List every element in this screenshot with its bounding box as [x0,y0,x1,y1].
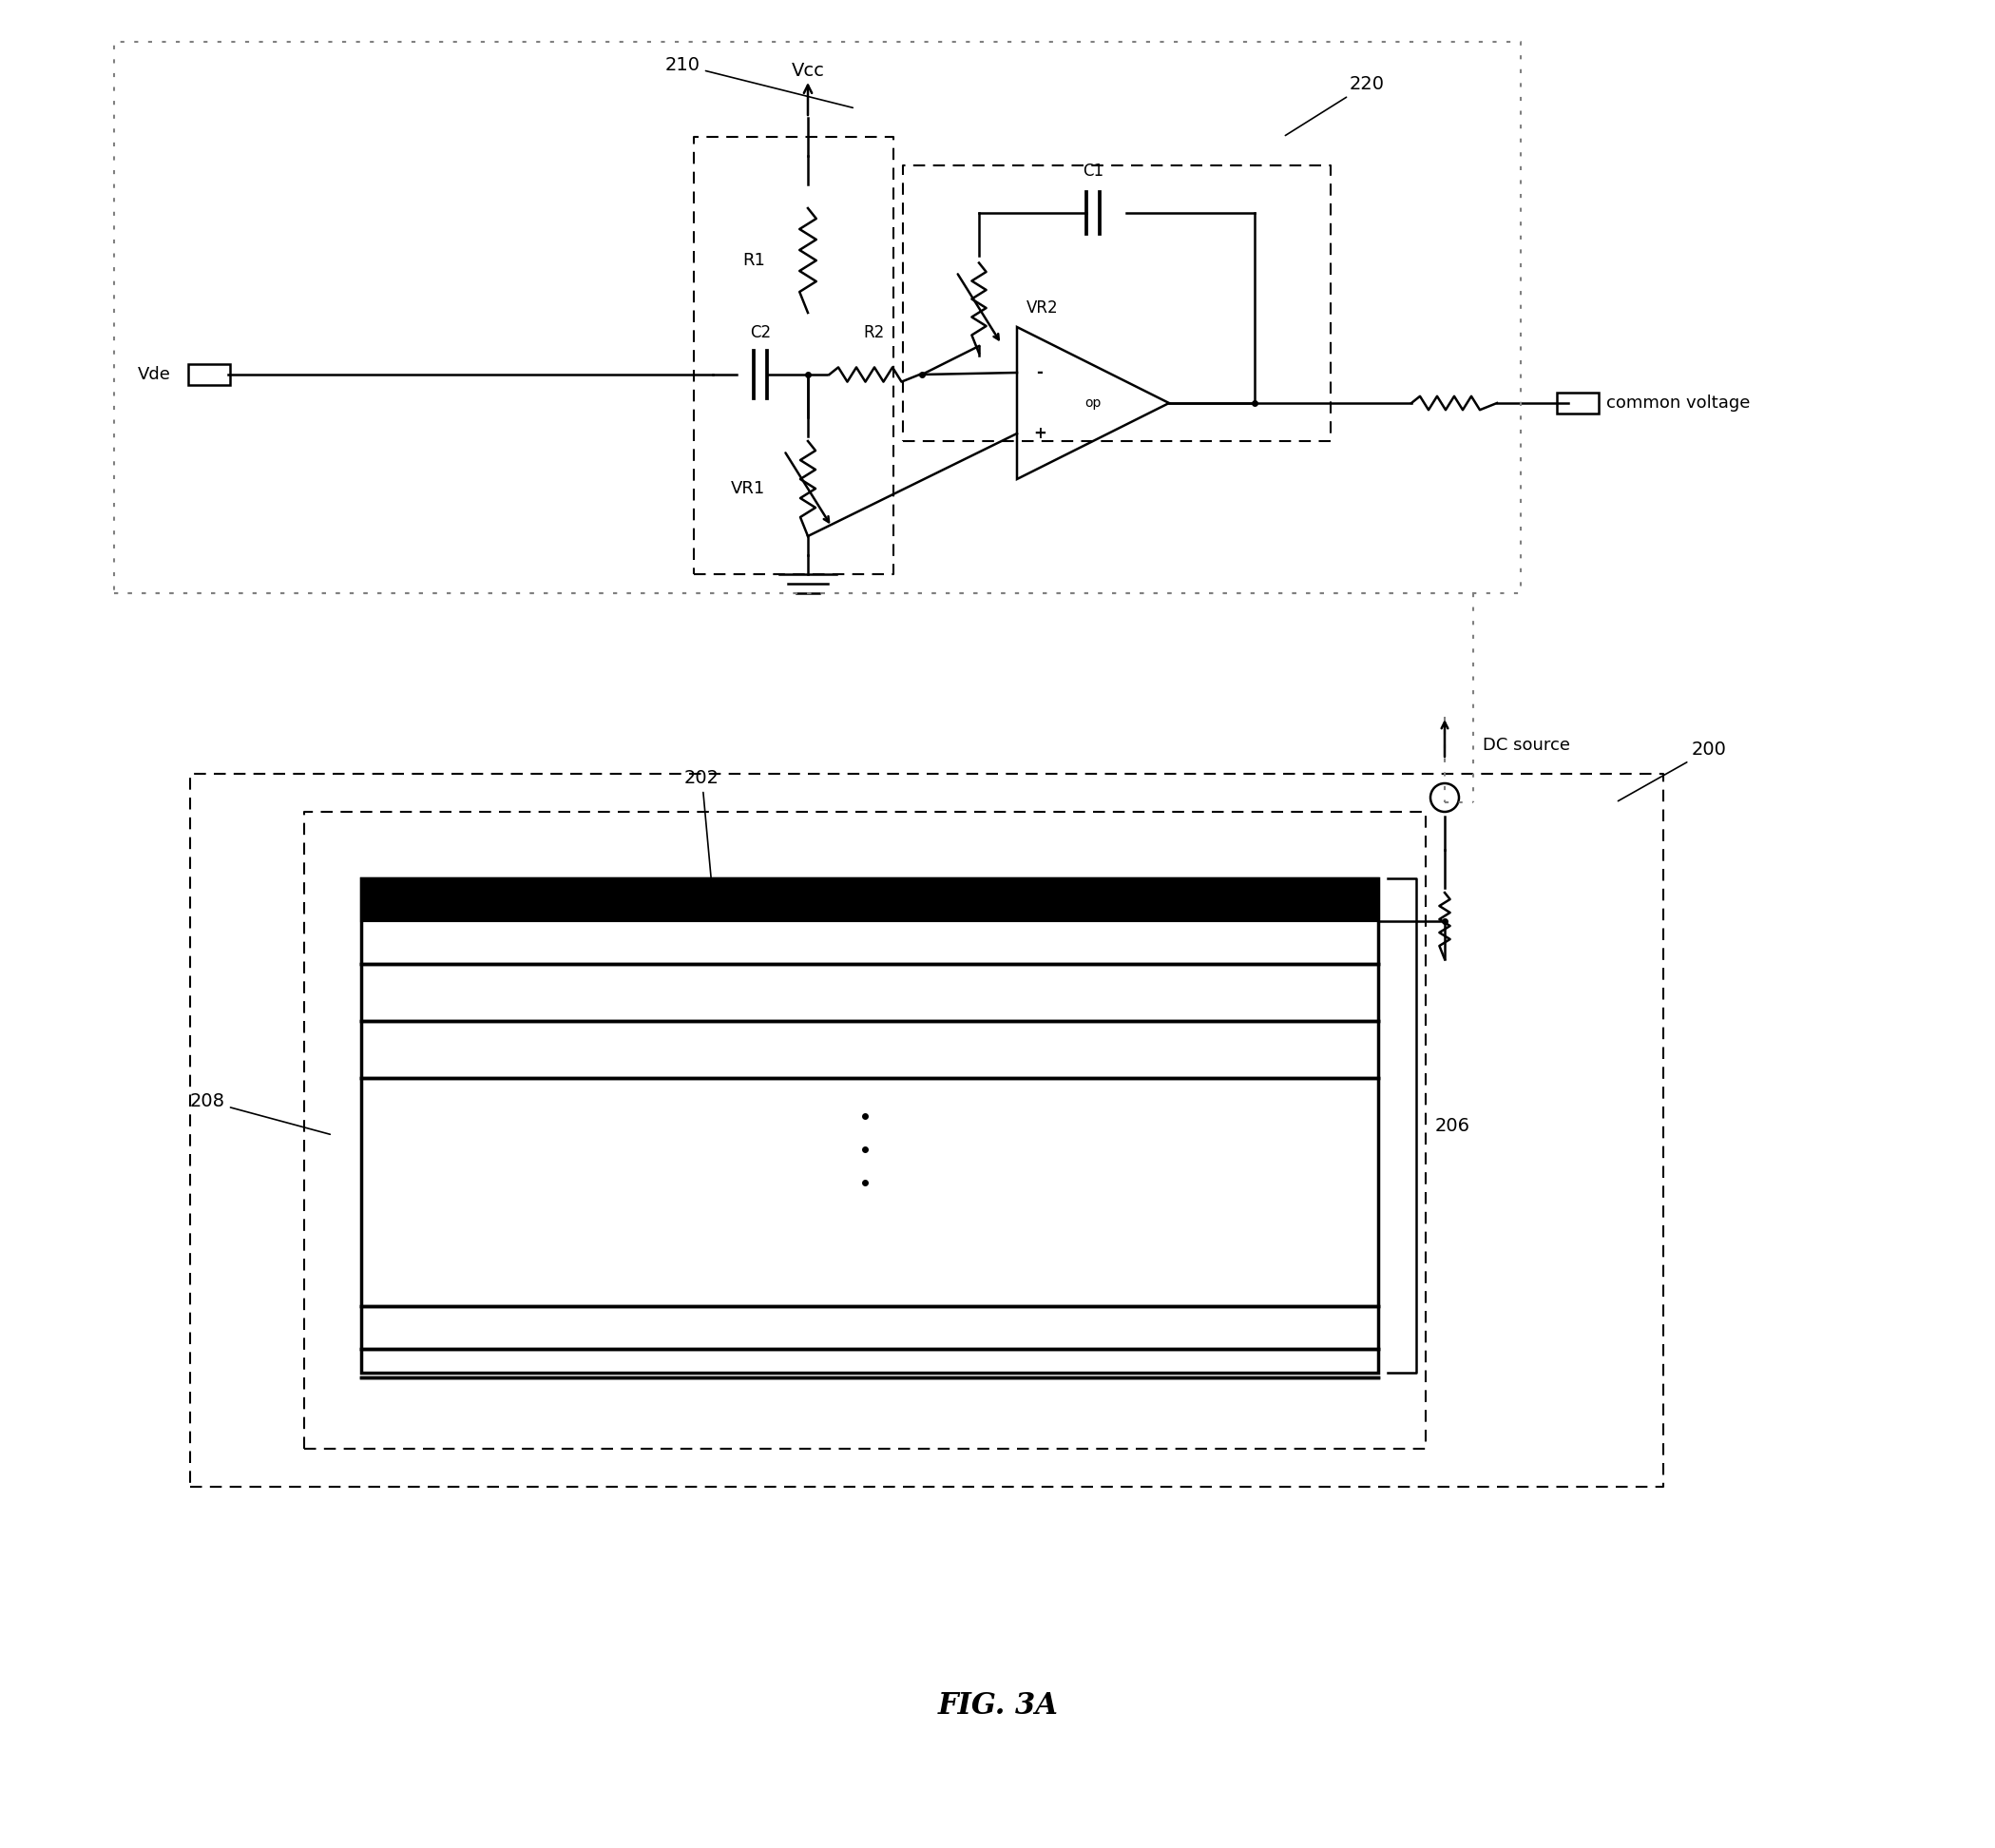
Text: 210: 210 [664,55,852,107]
Text: +: + [1033,425,1047,442]
Text: op: op [1085,397,1101,410]
Bar [361,878,1379,920]
Text: common voltage: common voltage [1606,394,1750,412]
Bar [188,364,229,384]
Bar [361,878,1379,920]
Text: VR1: VR1 [730,480,766,497]
Text: C2: C2 [750,323,770,342]
Text: 200: 200 [1618,741,1728,800]
Text: Vcc: Vcc [792,61,824,79]
Text: R1: R1 [742,251,766,270]
Text: VR2: VR2 [1027,299,1059,316]
Text: 206: 206 [1434,1116,1470,1135]
Bar [1556,392,1598,414]
Text: 220: 220 [1285,76,1385,135]
Text: 202: 202 [684,769,720,894]
Text: 208: 208 [190,1092,329,1135]
Text: DC source: DC source [1482,737,1570,754]
Text: C1: C1 [1083,163,1103,179]
Text: Vde: Vde [138,366,172,383]
Text: -: - [1037,364,1043,381]
Text: FIG. 3A: FIG. 3A [938,1691,1057,1720]
Bar [361,878,1379,1373]
Text: R2: R2 [864,323,886,342]
